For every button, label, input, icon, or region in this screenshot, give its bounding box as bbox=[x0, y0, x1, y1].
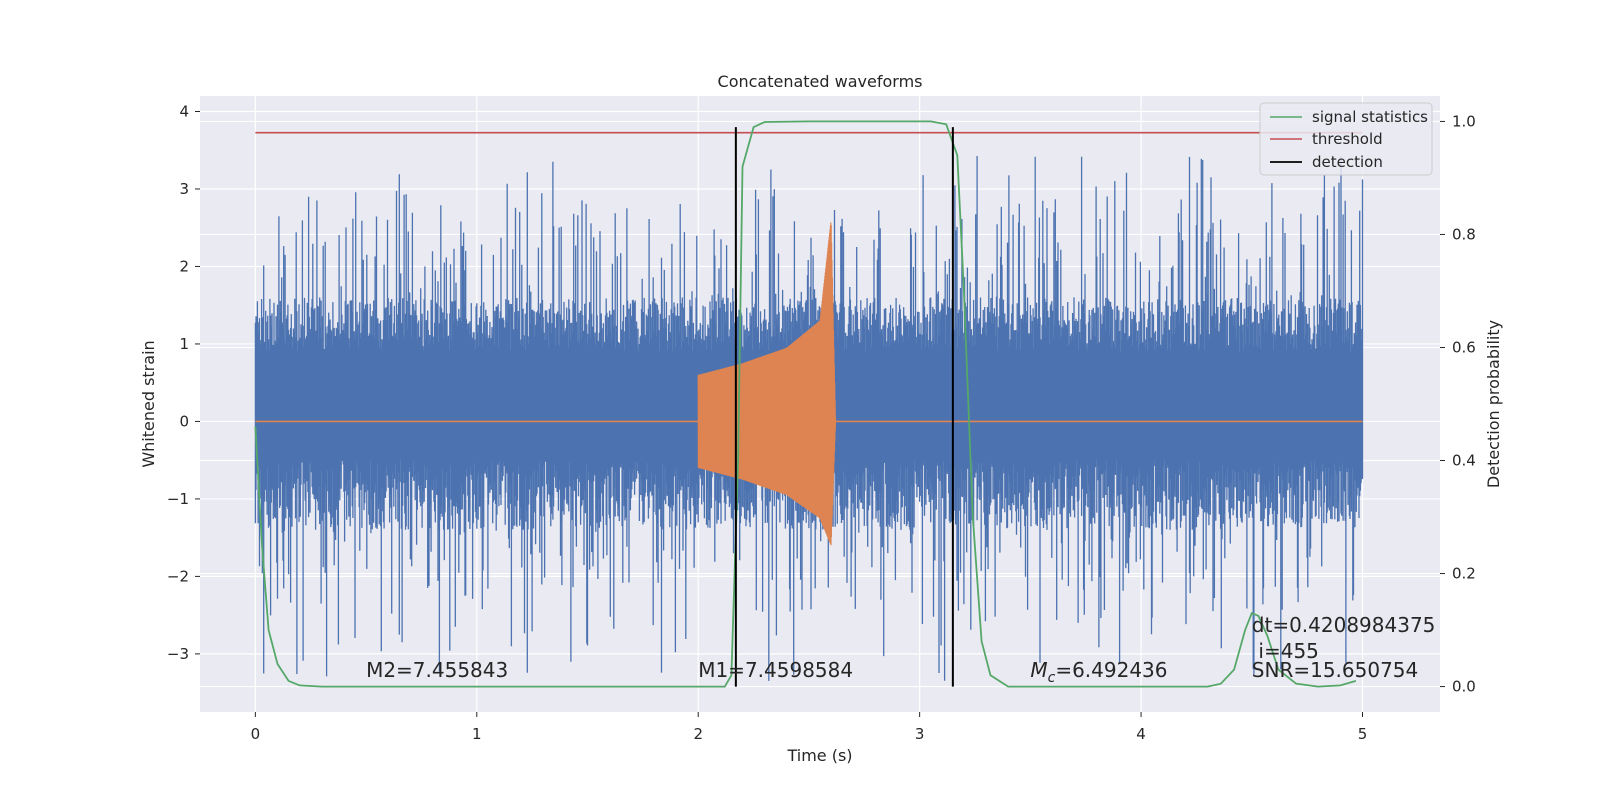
y2-tick-label: 0.0 bbox=[1452, 678, 1476, 696]
legend-label-signal-statistics: signal statistics bbox=[1312, 108, 1428, 126]
series-layer bbox=[254, 120, 1364, 688]
y-tick-label: 2 bbox=[179, 257, 189, 275]
y2-tick-label: 1.0 bbox=[1452, 112, 1476, 130]
series-chirp-burst bbox=[697, 222, 837, 546]
y-tick-labels: −3 −2 −1 0 1 2 3 4 bbox=[167, 102, 200, 663]
legend: signal statistics threshold detection bbox=[1259, 102, 1433, 176]
y-tick-label: 1 bbox=[179, 335, 189, 353]
y2-tick-label: 0.6 bbox=[1452, 338, 1476, 356]
annotation-text: M1=7.4598584 bbox=[698, 658, 853, 682]
chart-title: Concatenated waveforms bbox=[718, 72, 923, 91]
y2-tick-label: 0.8 bbox=[1452, 225, 1476, 243]
annotation-text: SNR=15.650754 bbox=[1252, 658, 1418, 682]
y2-tick-labels: 0.0 0.2 0.4 0.6 0.8 1.0 bbox=[1440, 112, 1476, 696]
annotation-text: i=455 bbox=[1258, 639, 1319, 663]
y2-axis-label: Detection probability bbox=[1484, 320, 1503, 488]
x-tick-label: 3 bbox=[915, 725, 925, 743]
legend-box bbox=[1259, 102, 1433, 176]
annotation-text: M2=7.455843 bbox=[366, 658, 508, 682]
x-tick-label: 2 bbox=[693, 725, 703, 743]
y-tick-label: 0 bbox=[179, 412, 189, 430]
x-tick-label: 1 bbox=[472, 725, 482, 743]
y-tick-label: 3 bbox=[179, 180, 189, 198]
y-tick-label: −3 bbox=[167, 645, 189, 663]
y-axis-label: Whitened strain bbox=[139, 340, 158, 467]
y2-tick-label: 0.2 bbox=[1452, 565, 1476, 583]
annotation-text: dt=0.4208984375 bbox=[1252, 613, 1436, 637]
x-tick-label: 0 bbox=[251, 725, 261, 743]
y-tick-label: −1 bbox=[167, 490, 189, 508]
x-tick-labels: 0 1 2 3 4 5 bbox=[251, 712, 1368, 743]
annotations: M2=7.455843 M1=7.4598584 Mc=6.492436 SNR=15… bbox=[366, 613, 1435, 686]
legend-label-threshold: threshold bbox=[1312, 130, 1383, 148]
annotation-text: Mc=6.492436 bbox=[1030, 658, 1167, 686]
y2-tick-label: 0.4 bbox=[1452, 452, 1476, 470]
x-axis-label: Time (s) bbox=[786, 746, 852, 765]
x-tick-label: 5 bbox=[1358, 725, 1368, 743]
legend-label-detection: detection bbox=[1312, 153, 1383, 171]
y-tick-label: 4 bbox=[179, 102, 189, 120]
x-tick-label: 4 bbox=[1136, 725, 1146, 743]
series-signal-statistics bbox=[254, 120, 1357, 688]
y-tick-label: −2 bbox=[167, 567, 189, 585]
